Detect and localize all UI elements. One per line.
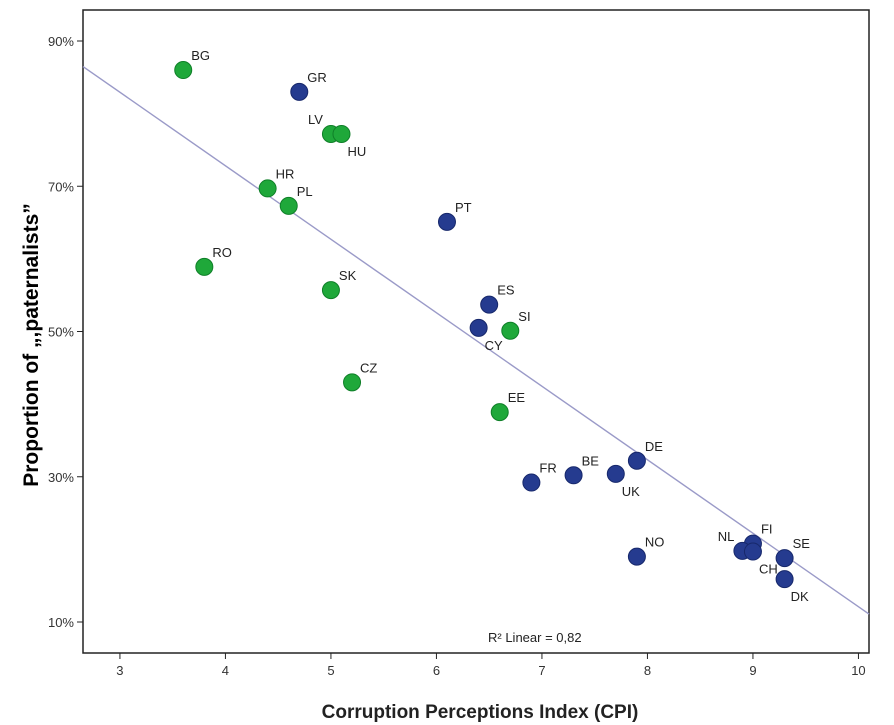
point-label-no: NO	[645, 535, 665, 550]
data-point-ee	[490, 403, 509, 422]
point-label-se: SE	[793, 536, 811, 551]
tick-layer: 3 4 5 6 7 8 9 10 10% 30% 50% 70% 90%	[48, 34, 866, 678]
data-point-pt	[437, 212, 456, 231]
data-point-cz	[343, 373, 362, 392]
data-point-sk	[321, 281, 340, 300]
data-point-ro	[195, 257, 214, 276]
point-label-si: SI	[518, 309, 530, 324]
data-point-de	[627, 451, 646, 470]
point-label-cz: CZ	[360, 360, 377, 375]
y-tick-label: 10%	[48, 615, 74, 630]
data-point-cy	[469, 318, 488, 337]
point-label-cy: CY	[485, 338, 503, 353]
x-tick-label: 6	[433, 663, 440, 678]
fit-line	[82, 65, 870, 615]
point-label-ee: EE	[508, 390, 526, 405]
point-label-sk: SK	[339, 268, 357, 283]
data-point-si	[501, 321, 520, 340]
point-label-nl: NL	[718, 529, 735, 544]
data-point-dk	[775, 570, 794, 589]
point-label-hr: HR	[276, 166, 295, 181]
data-point-no	[627, 547, 646, 566]
point-label-uk: UK	[622, 484, 640, 499]
data-point-ch	[743, 542, 762, 561]
fit-line-layer	[82, 65, 870, 615]
point-label-ro: RO	[212, 245, 232, 260]
y-tick-label: 90%	[48, 34, 74, 49]
y-tick-label: 30%	[48, 470, 74, 485]
x-tick-label: 10	[851, 663, 865, 678]
data-point-es	[480, 295, 499, 314]
point-label-hu: HU	[347, 144, 366, 159]
point-label-es: ES	[497, 283, 515, 298]
data-point-bg	[174, 61, 193, 80]
x-tick-label: 3	[116, 663, 123, 678]
data-point-pl	[279, 196, 298, 215]
data-point-fr	[522, 473, 541, 492]
data-point-hr	[258, 179, 277, 198]
x-tick-label: 4	[222, 663, 229, 678]
point-label-pl: PL	[297, 184, 313, 199]
x-axis-label: Corruption Perceptions Index (CPI)	[322, 702, 639, 723]
x-tick-label: 5	[327, 663, 334, 678]
point-label-be: BE	[582, 453, 600, 468]
data-point-se	[775, 549, 794, 568]
x-tick-label: 7	[538, 663, 545, 678]
point-label-fi: FI	[761, 522, 773, 537]
point-label-lv: LV	[308, 112, 323, 127]
r-squared-label: R² Linear = 0,82	[488, 630, 582, 645]
data-point-gr	[290, 82, 309, 101]
data-point-uk	[606, 464, 625, 483]
data-point-be	[564, 466, 583, 485]
x-tick-label: 9	[749, 663, 756, 678]
y-tick-label: 70%	[48, 179, 74, 194]
data-point-hu	[332, 124, 351, 143]
point-label-gr: GR	[307, 70, 327, 85]
point-label-dk: DK	[791, 589, 809, 604]
point-label-fr: FR	[539, 461, 556, 476]
y-axis-label: Proportion of „,paternalists”	[20, 203, 43, 487]
point-label-ch: CH	[759, 562, 778, 577]
y-tick-label: 50%	[48, 325, 74, 340]
point-label-pt: PT	[455, 200, 472, 215]
point-label-bg: BG	[191, 48, 210, 63]
point-label-de: DE	[645, 439, 663, 454]
x-tick-label: 8	[644, 663, 651, 678]
